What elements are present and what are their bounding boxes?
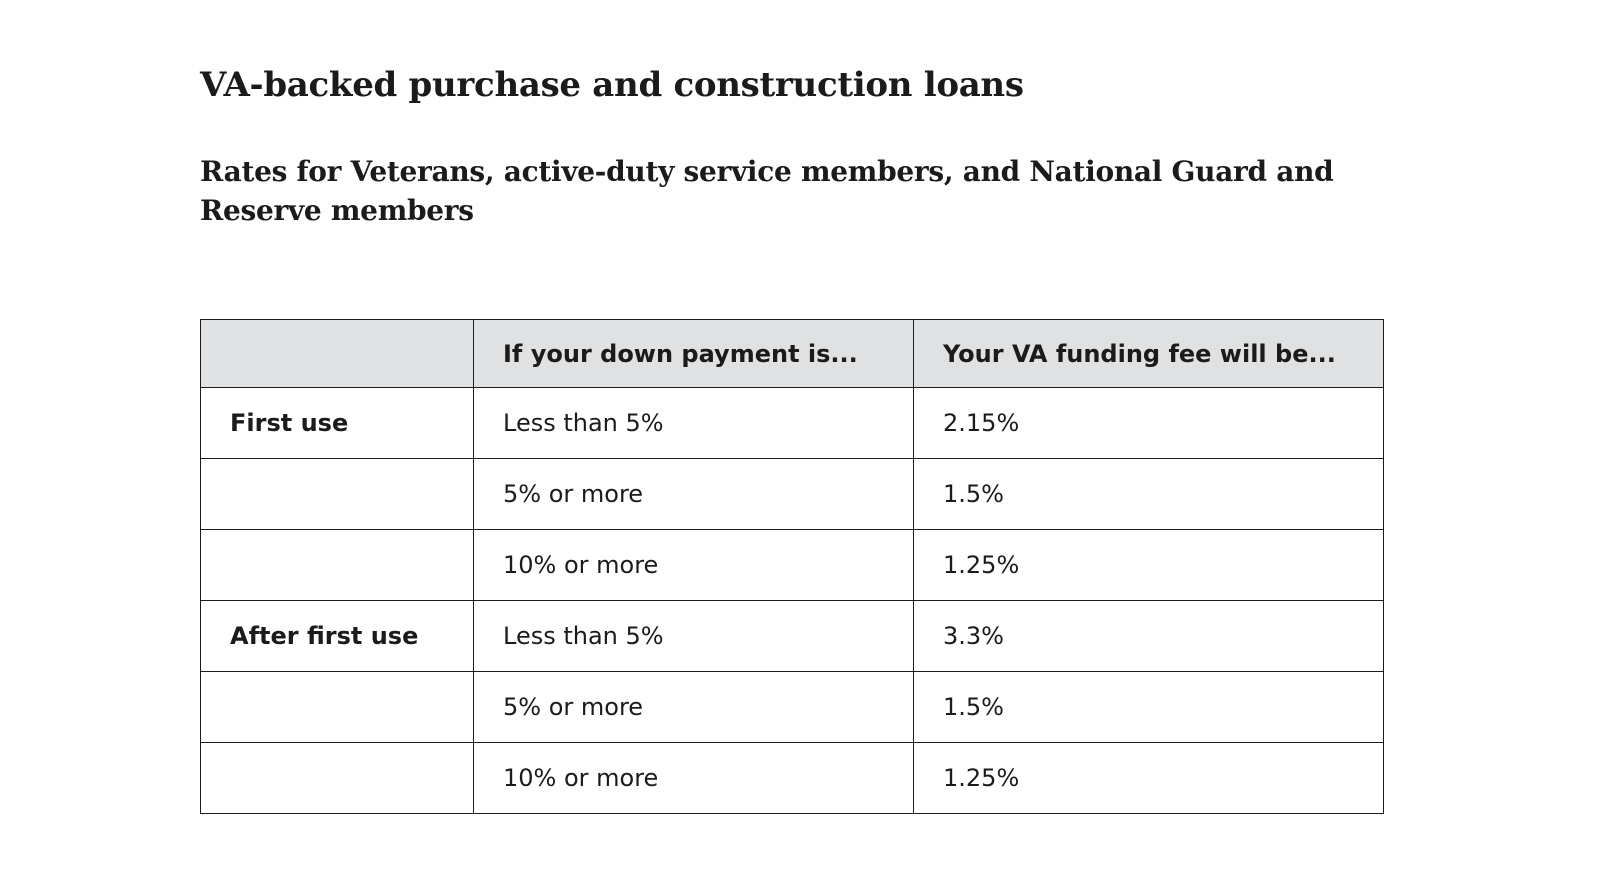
table-row: First use Less than 5% 2.15% — [200, 387, 1384, 459]
row-label: After first use — [200, 600, 474, 672]
down-payment-cell: 5% or more — [473, 671, 914, 743]
funding-fee-cell: 1.25% — [913, 529, 1384, 601]
row-label — [200, 529, 474, 601]
table-row: 5% or more 1.5% — [200, 671, 1384, 743]
table-header: If your down payment is... Your VA fundi… — [200, 319, 1384, 388]
funding-fee-cell: 1.5% — [913, 458, 1384, 530]
section-heading: Rates for Veterans, active-duty service … — [200, 155, 1334, 227]
funding-fee-cell: 2.15% — [913, 387, 1384, 459]
table-row: 10% or more 1.25% — [200, 529, 1384, 601]
funding-fee-table: If your down payment is... Your VA fundi… — [200, 319, 1384, 814]
header-cell-funding-fee: Your VA funding fee will be... — [913, 319, 1384, 388]
table-body: First use Less than 5% 2.15% 5% or more … — [200, 387, 1384, 814]
funding-fee-cell: 1.25% — [913, 742, 1384, 814]
header-cell-category — [200, 319, 474, 388]
row-label — [200, 742, 474, 814]
header-cell-down-payment: If your down payment is... — [473, 319, 914, 388]
down-payment-cell: Less than 5% — [473, 600, 914, 672]
page-title: VA-backed purchase and construction loan… — [200, 65, 1024, 105]
table-header-row: If your down payment is... Your VA fundi… — [200, 319, 1384, 388]
table-row: After first use Less than 5% 3.3% — [200, 600, 1384, 672]
funding-fee-cell: 3.3% — [913, 600, 1384, 672]
row-label — [200, 671, 474, 743]
table-row: 5% or more 1.5% — [200, 458, 1384, 530]
down-payment-cell: 5% or more — [473, 458, 914, 530]
funding-fee-cell: 1.5% — [913, 671, 1384, 743]
down-payment-cell: Less than 5% — [473, 387, 914, 459]
row-label — [200, 458, 474, 530]
row-label: First use — [200, 387, 474, 459]
down-payment-cell: 10% or more — [473, 529, 914, 601]
table-row: 10% or more 1.25% — [200, 742, 1384, 814]
down-payment-cell: 10% or more — [473, 742, 914, 814]
